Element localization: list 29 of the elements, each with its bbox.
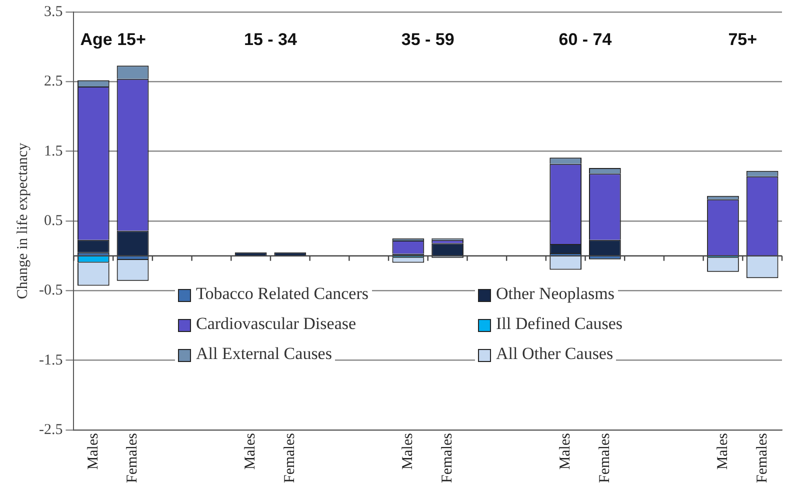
y-tick-label: 3.5 <box>44 4 63 20</box>
legend-label: Tobacco Related Cancers <box>175 284 372 304</box>
y-tick-label: 1.5 <box>44 143 63 160</box>
x-tick-label: Females <box>754 432 770 484</box>
x-tick-label: Females <box>596 432 613 484</box>
x-tick-label: Males <box>400 432 416 470</box>
legend-label: Other Neoplasms <box>475 284 618 304</box>
y-tick-label: -1.5 <box>38 352 63 368</box>
y-axis-title: Change in life expectancy <box>14 142 31 300</box>
x-tick-label: Males <box>714 432 731 470</box>
legend-label: Cardiovascular Disease <box>175 314 360 334</box>
x-tick-label: Males <box>85 432 102 470</box>
y-tick-label: 2.5 <box>44 74 63 90</box>
x-tick-label: Females <box>282 432 298 484</box>
y-tick-label: 0.5 <box>44 212 63 229</box>
annotation: Age 15+ <box>80 30 146 49</box>
x-tick-label: Males <box>558 432 574 470</box>
legend-label: Ill Defined Causes <box>475 314 626 334</box>
annotation: 35 - 59 <box>401 30 454 49</box>
annotation: 75+ <box>728 30 758 49</box>
y-tick-label: -0.5 <box>38 282 63 299</box>
x-tick-label: Males <box>242 432 259 470</box>
legend-label: All Other Causes <box>475 344 616 364</box>
annotation: 15 - 34 <box>244 30 298 49</box>
x-tick-label: Females <box>439 432 456 484</box>
x-tick-label: Females <box>124 432 141 484</box>
y-tick-label: -2.5 <box>38 422 63 438</box>
legend-label: All External Causes <box>175 344 335 364</box>
annotation: 60 - 74 <box>558 30 612 49</box>
